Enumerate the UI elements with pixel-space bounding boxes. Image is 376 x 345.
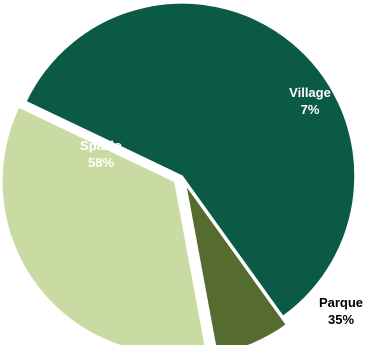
slice-label-parque: Parque [319, 295, 363, 310]
slice-value-village: 7% [301, 102, 320, 117]
pie-slice-spazio [24, 2, 356, 318]
pie-slice-village [184, 183, 288, 345]
pie-slice-parque [1, 105, 206, 345]
slice-value-parque: 35% [328, 312, 354, 327]
slice-label-spazio: Spazio [80, 138, 122, 153]
slice-value-spazio: 58% [88, 155, 114, 170]
slice-label-village: Village [289, 85, 331, 100]
